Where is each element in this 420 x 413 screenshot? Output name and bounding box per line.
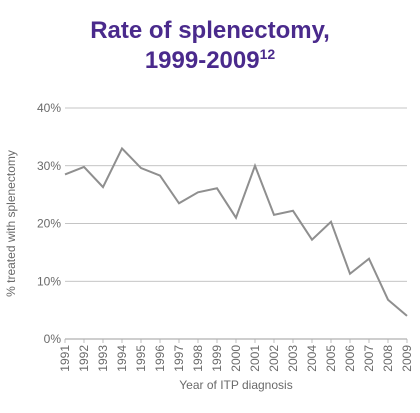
chart-title-line1: Rate of splenectomy,	[90, 17, 330, 44]
x-tick-label: 1999	[210, 345, 224, 372]
x-tick-label: 1992	[77, 345, 91, 372]
x-tick-label: 1996	[153, 345, 167, 372]
chart-title-years: 1999-2009	[144, 47, 260, 74]
y-tick-label: 10%	[37, 274, 61, 288]
x-tick-label: 2008	[381, 345, 395, 372]
x-tick-label: 1994	[115, 345, 129, 372]
y-tick-label: 20%	[37, 217, 61, 231]
x-tick-label: 1991	[58, 345, 72, 372]
series-lines	[64, 146, 408, 317]
y-tick-label: 40%	[37, 101, 61, 115]
x-tick-label: 1997	[172, 345, 186, 372]
x-tick-label: 1995	[134, 345, 148, 372]
x-tick-label: 1993	[96, 345, 110, 372]
series-line	[64, 146, 408, 317]
x-tick-label: 2009	[400, 345, 414, 372]
gridlines	[64, 107, 408, 343]
x-tick-label: 2001	[248, 345, 262, 372]
x-tick-label: 2000	[229, 345, 243, 372]
x-tick-label: 1998	[191, 345, 205, 372]
x-tick-label: 2003	[286, 345, 300, 372]
y-tick-label: 0%	[44, 332, 62, 346]
x-tick-labels: 1991 1992 1993 1994 1995 1996 1997 1998 1999 2000…	[58, 345, 414, 372]
chart-title: Rate of splenectomy, 1999-200912	[0, 16, 420, 76]
y-tick-labels: 0% 10% 20% 30% 40%	[37, 101, 61, 346]
y-tick-label: 30%	[37, 159, 61, 173]
x-tick-label: 2002	[267, 345, 281, 372]
x-tick-label: 2004	[305, 345, 319, 372]
chart-title-reference: 12	[259, 46, 276, 62]
x-tick-label: 2005	[324, 345, 338, 372]
chart-title-line2: 1999-200912	[0, 46, 420, 76]
y-axis-label: % treated with splenectomy	[4, 150, 18, 297]
x-axis-label: Year of ITP diagnosis	[179, 378, 292, 392]
x-tick-label: 2006	[343, 345, 357, 372]
x-tick-label: 2007	[362, 345, 376, 372]
